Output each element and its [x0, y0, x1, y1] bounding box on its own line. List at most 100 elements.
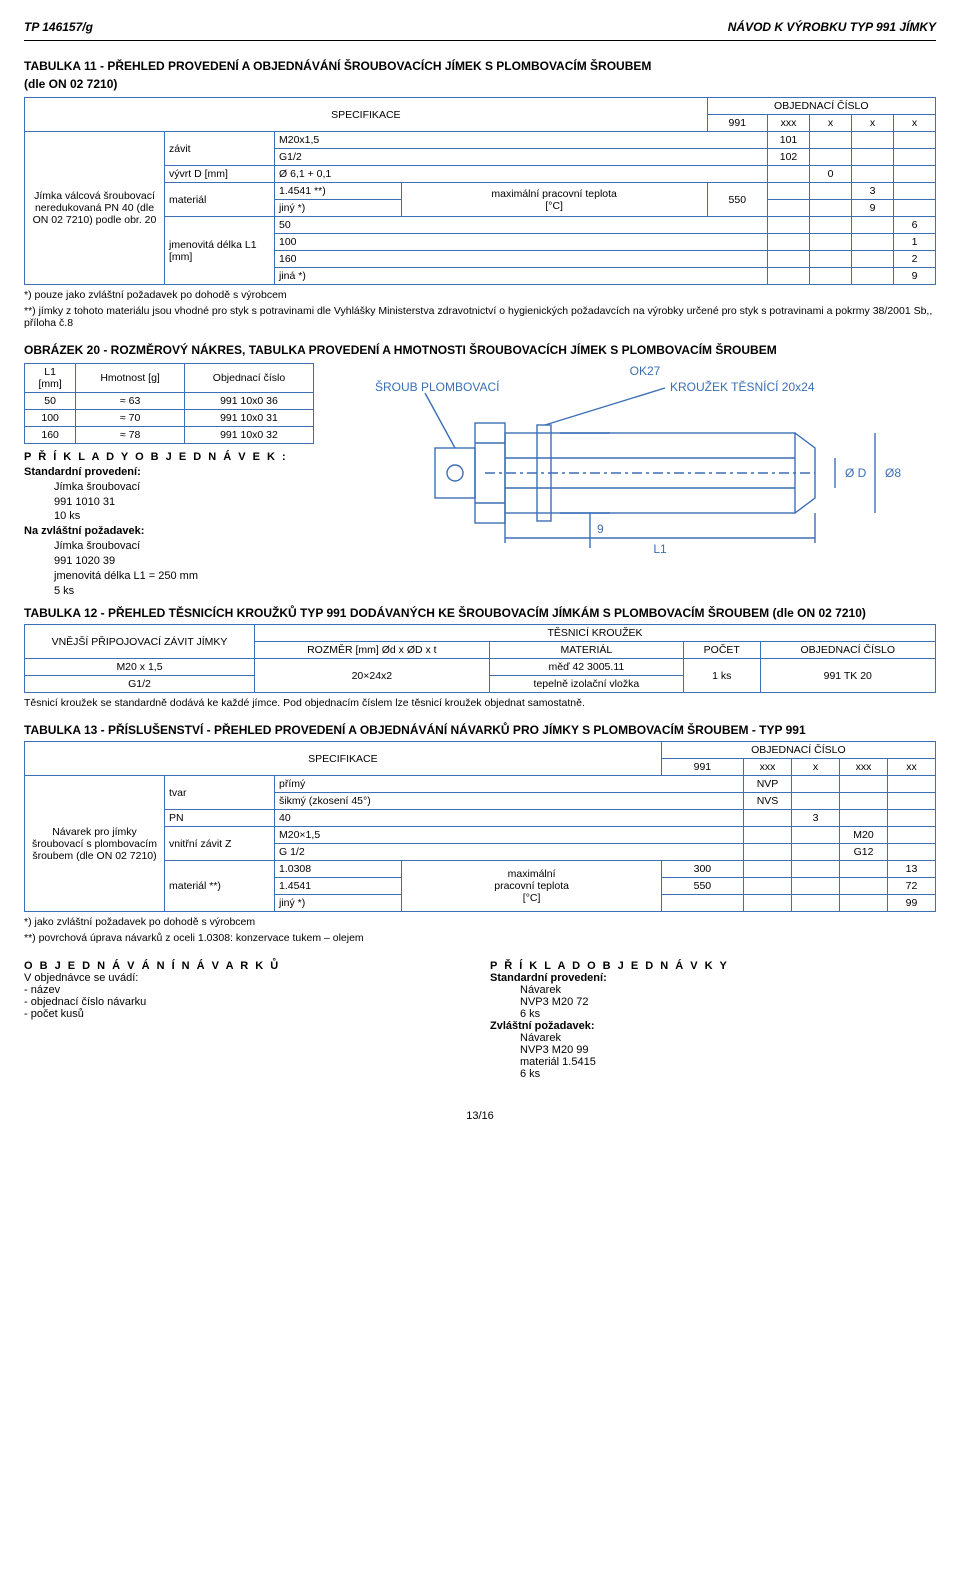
table12-foot: Těsnicí kroužek se standardně dodává ke …: [24, 697, 936, 709]
obr20-cell: ≈ 70: [76, 410, 185, 427]
obr20-cell: ≈ 63: [76, 393, 185, 410]
table11-title: TABULKA 11 - PŘEHLED PROVEDENÍ A OBJEDNÁ…: [24, 59, 936, 73]
t11-a: 160: [275, 251, 768, 268]
t13-d: [744, 861, 792, 878]
t13-a: přímý: [275, 776, 744, 793]
t11-d: 101: [768, 132, 810, 149]
t11-e: 0: [810, 166, 852, 183]
table11-foot2: **) jímky z tohoto materiálu jsou vhodné…: [24, 305, 936, 329]
t13-g: [888, 844, 936, 861]
obr20-title: OBRÁZEK 20 - ROZMĚROVÝ NÁKRES, TABULKA P…: [24, 343, 936, 357]
t13-objhdr: OBJEDNACÍ ČÍSLO: [661, 742, 935, 759]
table13: SPECIFIKACE OBJEDNACÍ ČÍSLO 991 xxx x xx…: [24, 741, 936, 912]
t13-a: 40: [275, 810, 744, 827]
obr20-cell: 100: [25, 410, 76, 427]
t13-leftdesc: Návarek pro jímky šroubovací s plombovac…: [25, 776, 165, 912]
label-d: Ø D: [845, 466, 867, 480]
obr20-cell: 160: [25, 427, 76, 444]
t11-d: 102: [768, 149, 810, 166]
obr20-table: L1[mm] Hmotnost [g] Objednací číslo 50≈ …: [24, 363, 314, 444]
ex-line: Jímka šroubovací: [54, 480, 334, 495]
t11-f: [852, 217, 894, 234]
t11-g: [894, 149, 936, 166]
header-left: TP 146157/g: [24, 20, 93, 34]
example-block: P Ř Í K L A D Y O B J E D N Á V E K : St…: [24, 450, 334, 598]
table13-title: TABULKA 13 - PŘÍSLUŠENSTVÍ - PŘEHLED PRO…: [24, 723, 936, 737]
t11-d: [768, 166, 810, 183]
t12-h2: TĚSNICÍ KROUŽEK: [255, 625, 936, 642]
t11-e: [810, 217, 852, 234]
t13-f: G12: [840, 844, 888, 861]
t13-g: [888, 810, 936, 827]
table11-sub: (dle ON 02 7210): [24, 77, 936, 91]
t12-obj: 991 TK 20: [760, 659, 935, 693]
t13-a: 1.4541: [275, 878, 402, 895]
t12-s3: OBJEDNACÍ ČÍSLO: [760, 642, 935, 659]
t11-a: M20x1,5: [275, 132, 768, 149]
t11-d: [768, 251, 810, 268]
t13-a: 1.0308: [275, 861, 402, 878]
t11-g: 6: [894, 217, 936, 234]
order-left-title: O B J E D N Á V Á N Í N Á V A R K Ů: [24, 960, 470, 972]
t11-a: 100: [275, 234, 768, 251]
t13-d: [744, 878, 792, 895]
t11-e: [810, 149, 852, 166]
t12-mat1: tepelně izolační vložka: [489, 676, 683, 693]
t13-c2: x: [792, 759, 840, 776]
header-right: NÁVOD K VÝROBKU TYP 991 JÍMKY: [728, 20, 936, 34]
t11-g: [894, 166, 936, 183]
t11-f: [852, 149, 894, 166]
t13-f: [840, 793, 888, 810]
t13-b: maximální pracovní teplota [°C]: [402, 861, 661, 912]
table11-foot1: *) pouze jako zvláštní požadavek po doho…: [24, 289, 936, 301]
t13-d: [744, 895, 792, 912]
t13-e: [792, 776, 840, 793]
t11-c: 550: [707, 183, 767, 217]
t13-a: G 1/2: [275, 844, 744, 861]
t11-d: [768, 268, 810, 285]
t13-a: šikmý (zkosení 45°): [275, 793, 744, 810]
t12-s2: POČET: [684, 642, 761, 659]
obr20-cell: 991 10x0 32: [184, 427, 313, 444]
t11-e: [810, 132, 852, 149]
obr20-h2: Objednací číslo: [184, 364, 313, 393]
t13-f: [840, 878, 888, 895]
ex-std-h: Standardní provedení:: [24, 465, 334, 480]
t13-g: [888, 793, 936, 810]
t11-a: 1.4541 **): [275, 183, 402, 200]
t12-left1: G1/2: [25, 676, 255, 693]
table13-row: Návarek pro jímky šroubovací s plombovac…: [25, 776, 936, 793]
t11-d: [768, 200, 810, 217]
obr20-cell: ≈ 78: [76, 427, 185, 444]
obr20-cell: 991 10x0 31: [184, 410, 313, 427]
order-item: - počet kusů: [24, 1008, 470, 1020]
t13-e: [792, 827, 840, 844]
t11-f: [852, 268, 894, 285]
t11-param: jmenovitá délka L1 [mm]: [165, 217, 275, 285]
col-x1: x: [810, 115, 852, 132]
t13-d: [744, 810, 792, 827]
t11-a: jiná *): [275, 268, 768, 285]
t11-d: [768, 217, 810, 234]
t11-param: vývrt D [mm]: [165, 166, 275, 183]
obr20-row: 100≈ 70991 10x0 31: [25, 410, 314, 427]
t13-spec: SPECIFIKACE: [25, 742, 662, 776]
ex-zvl-h: Na zvláštní požadavek:: [24, 524, 334, 539]
table11-row: Jímka válcová šroubovací neredukovaná PN…: [25, 132, 936, 149]
ex-line: jmenovitá délka L1 = 250 mm: [54, 569, 334, 584]
order-line: NVP3 M20 99: [520, 1044, 936, 1056]
t11-f: [852, 132, 894, 149]
t13-c0: 991: [661, 759, 743, 776]
t11-a: 50: [275, 217, 768, 234]
obr20-row: 160≈ 78991 10x0 32: [25, 427, 314, 444]
t11-g: 1: [894, 234, 936, 251]
t11-f: [852, 234, 894, 251]
t13-e: [792, 861, 840, 878]
t11-e: [810, 268, 852, 285]
t13-a: M20×1,5: [275, 827, 744, 844]
t11-a: G1/2: [275, 149, 768, 166]
table13-foot2: **) povrchová úprava návarků z oceli 1.0…: [24, 932, 936, 944]
t13-e: [792, 793, 840, 810]
table13-foot1: *) jako zvláštní požadavek po dohodě s v…: [24, 916, 936, 928]
order-item: - název: [24, 984, 470, 996]
